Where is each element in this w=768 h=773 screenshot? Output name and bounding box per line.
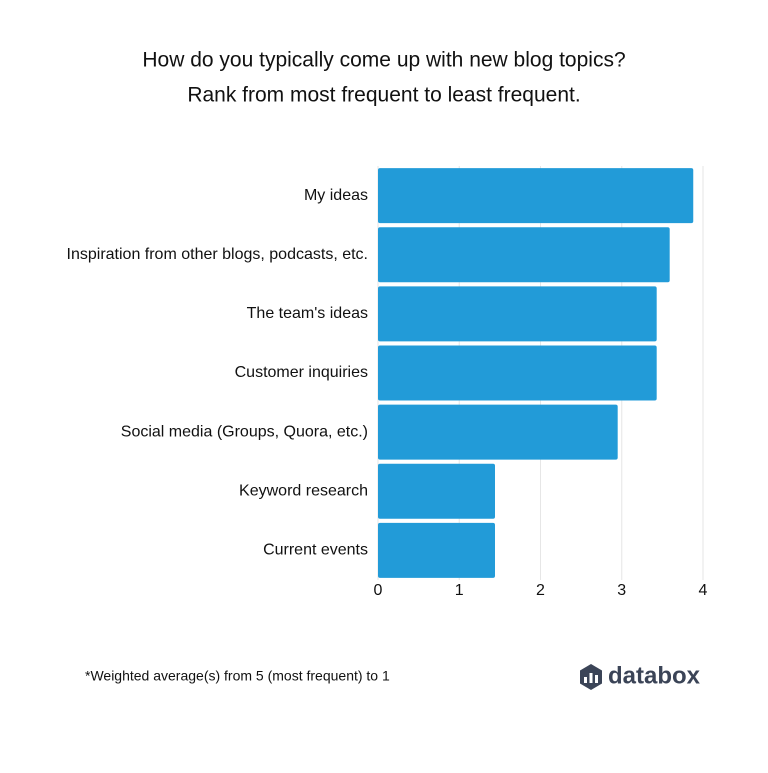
brand-logo xyxy=(580,664,602,690)
bar xyxy=(378,168,694,224)
x-tick-label: 4 xyxy=(699,582,708,599)
bar xyxy=(378,286,657,342)
y-tick-label: Keyword research xyxy=(239,483,368,500)
bar xyxy=(378,404,618,460)
footnote: *Weighted average(s) from 5 (most freque… xyxy=(85,668,390,684)
y-tick-label: My ideas xyxy=(304,187,368,204)
y-tick-label: Customer inquiries xyxy=(235,364,368,381)
y-tick-label: Social media (Groups, Quora, etc.) xyxy=(121,423,368,440)
y-tick-label: Current events xyxy=(263,542,368,559)
bar xyxy=(378,345,657,401)
logo-bar xyxy=(595,675,598,683)
bar xyxy=(378,227,670,283)
x-tick-label: 0 xyxy=(374,582,383,599)
x-tick-label: 1 xyxy=(455,582,464,599)
chart-title: How do you typically come up with new bl… xyxy=(142,49,625,72)
logo-bar xyxy=(584,677,587,683)
logo-bar xyxy=(589,673,593,683)
y-tick-label: The team's ideas xyxy=(247,305,368,322)
chart-subtitle: Rank from most frequent to least frequen… xyxy=(187,84,580,107)
y-tick-label: Inspiration from other blogs, podcasts, … xyxy=(67,246,368,263)
x-tick-label: 2 xyxy=(536,582,545,599)
x-tick-label: 3 xyxy=(617,582,626,599)
brand-name: databox xyxy=(608,662,701,689)
bar xyxy=(378,463,495,519)
bar xyxy=(378,522,495,578)
